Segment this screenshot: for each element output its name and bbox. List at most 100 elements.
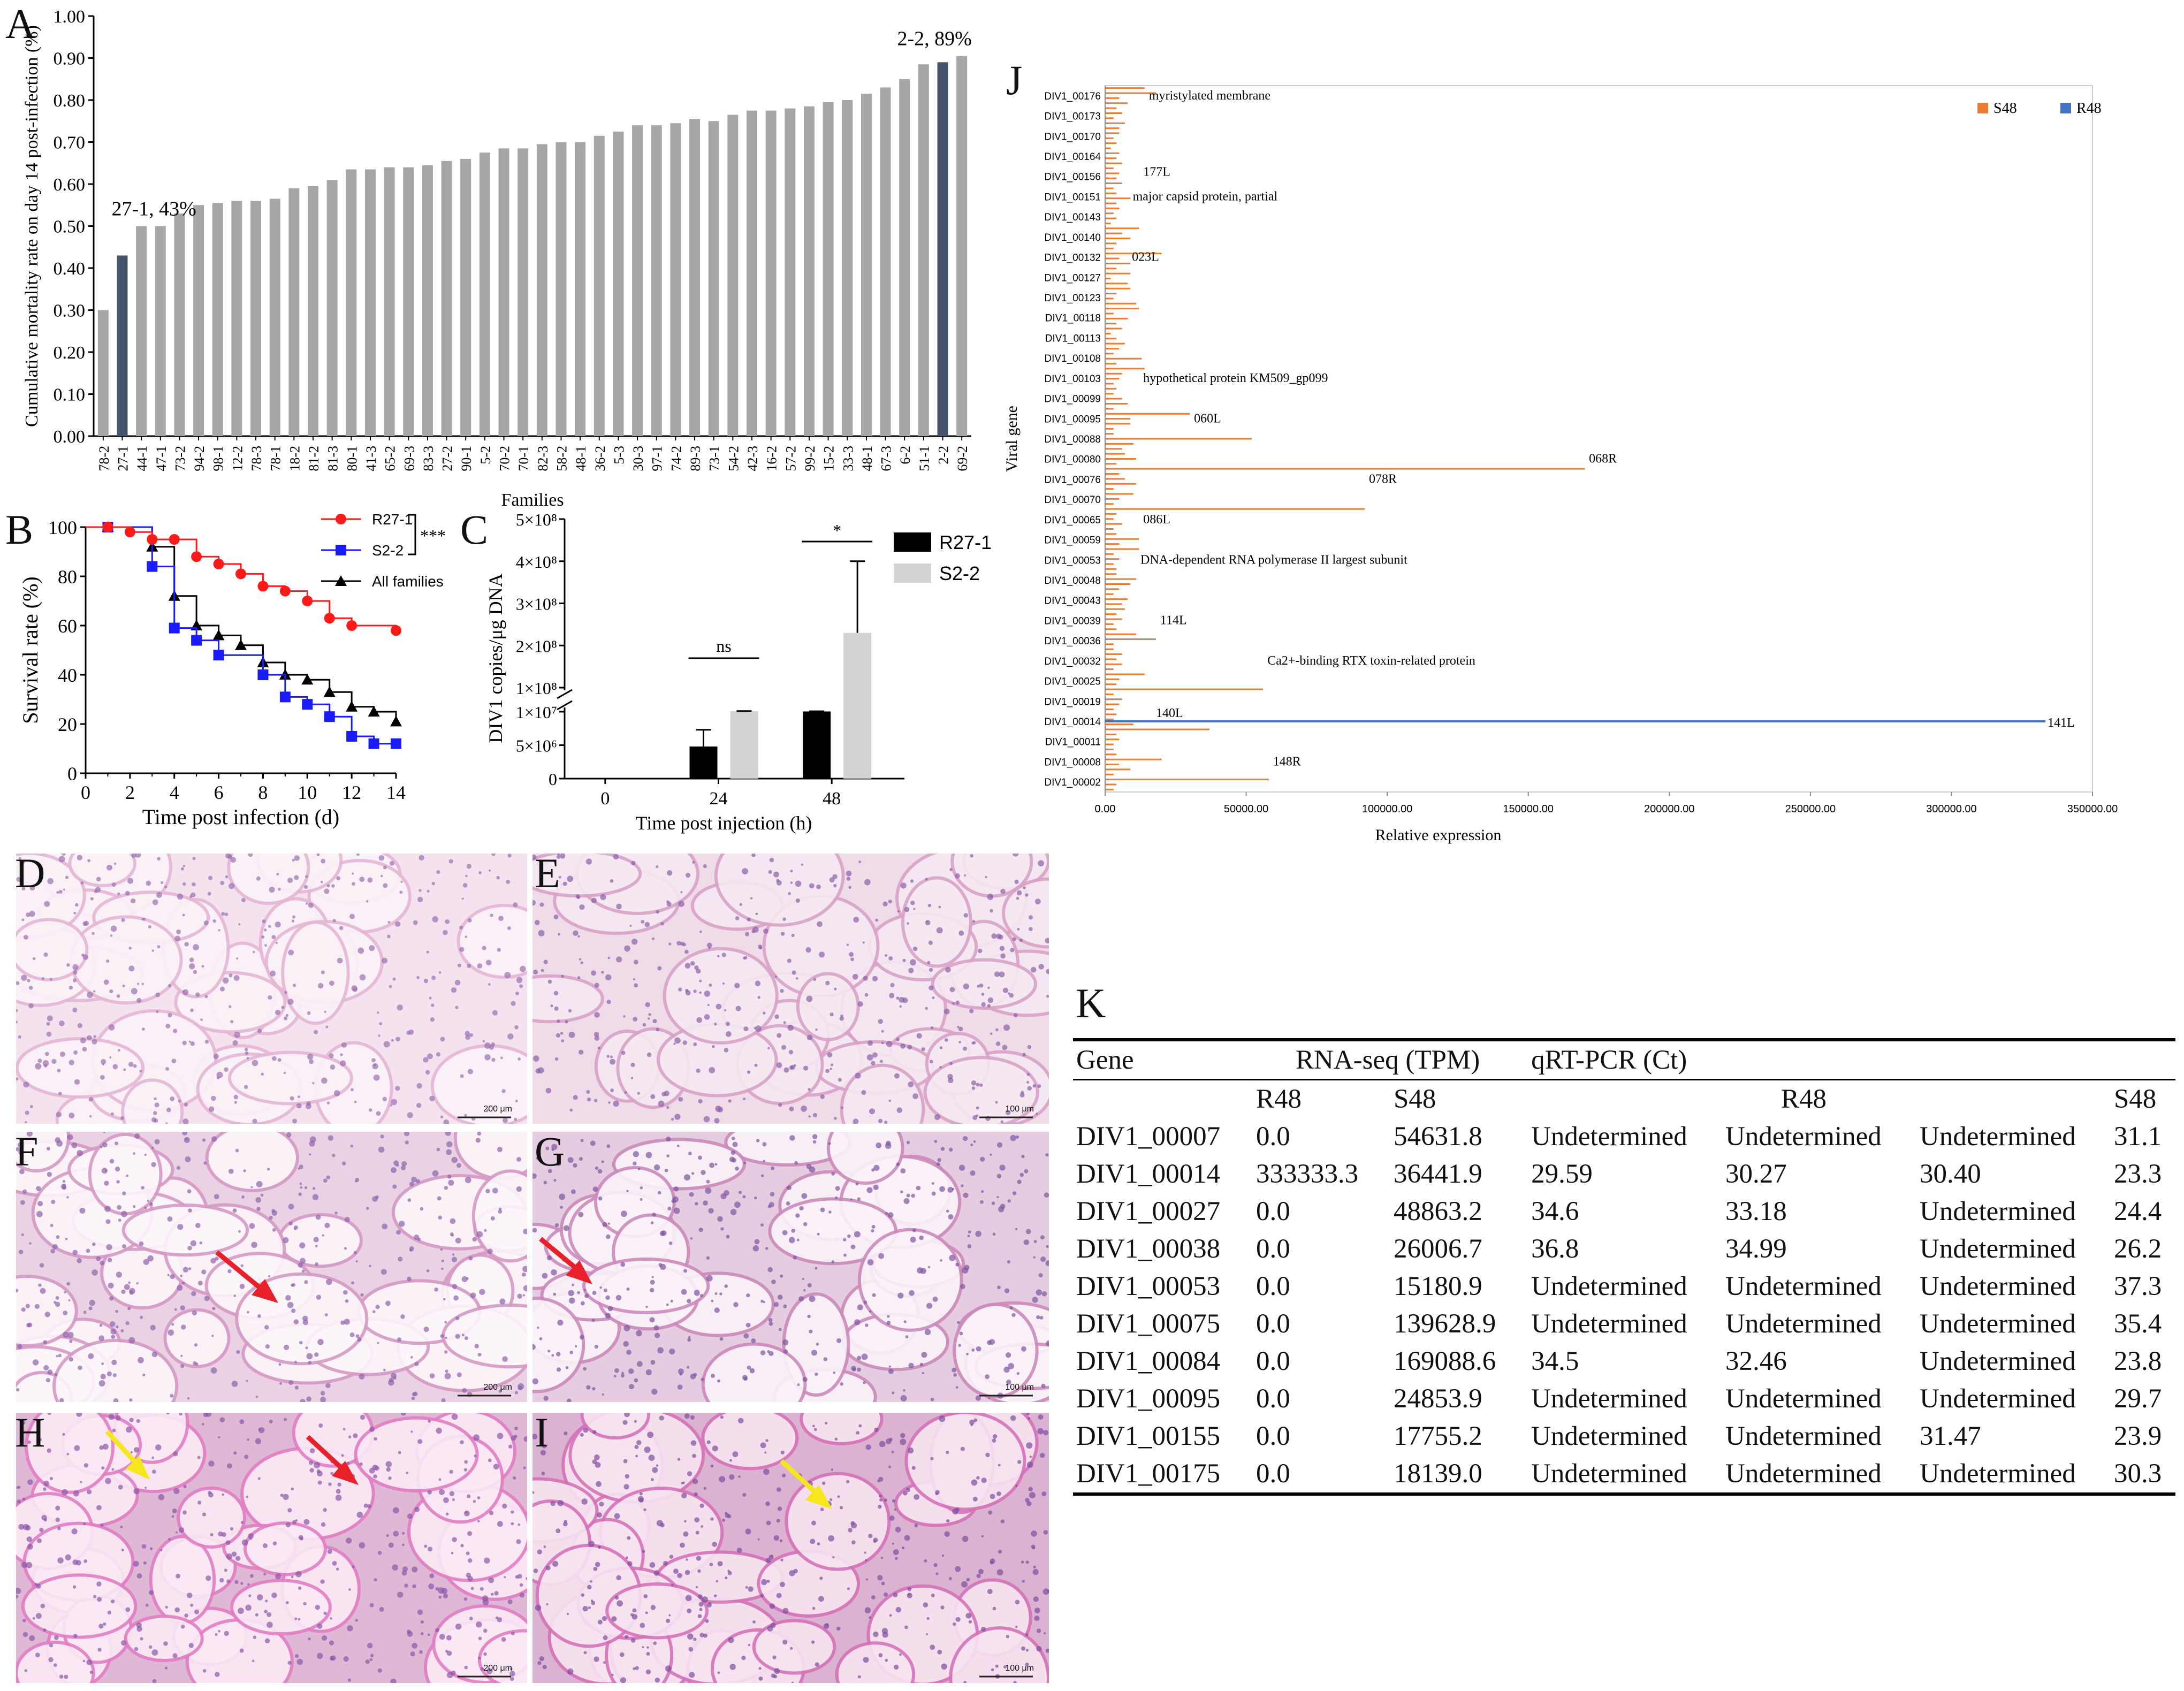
nucleus — [545, 1565, 551, 1571]
nucleus — [248, 1533, 254, 1539]
annotation-label: hypothetical protein KM509_gp099 — [1143, 371, 1328, 385]
y-axis-title: DIV1 copies/μg DNA — [485, 573, 506, 743]
nucleus — [197, 1456, 201, 1459]
nucleus — [943, 1008, 950, 1015]
scale-bar-label-g: 100 μm — [1005, 1383, 1034, 1392]
gene-label: DIV1_00076 — [1044, 474, 1101, 485]
nucleus — [835, 1196, 838, 1199]
nucleus — [116, 1325, 119, 1329]
nucleus — [1026, 1080, 1030, 1084]
nucleus — [265, 1599, 268, 1603]
nucleus — [482, 1040, 485, 1043]
nucleus — [782, 917, 786, 921]
nucleus — [684, 1520, 687, 1523]
table-cell: 26.2 — [2113, 1234, 2162, 1264]
nucleus — [271, 1210, 277, 1216]
nucleus — [22, 1497, 26, 1501]
nucleus — [671, 1117, 674, 1121]
nucleus — [279, 1382, 283, 1385]
bar-S2-2-48 — [843, 633, 872, 779]
nucleus — [444, 1350, 448, 1354]
nucleus — [537, 1661, 542, 1665]
significance-bracket — [408, 514, 416, 555]
nucleus — [687, 1299, 691, 1304]
nucleus — [757, 996, 760, 999]
nucleus — [1029, 1456, 1032, 1458]
nucleus — [468, 1558, 473, 1563]
nucleus — [625, 1635, 629, 1639]
nucleus — [108, 1282, 114, 1289]
nucleus — [971, 1080, 977, 1086]
nucleus — [608, 1101, 611, 1104]
nucleus — [768, 1317, 773, 1322]
nucleus — [971, 1479, 978, 1486]
nucleus — [931, 1191, 936, 1196]
nucleus — [599, 1502, 604, 1507]
nucleus — [999, 946, 1005, 951]
nucleus — [677, 1384, 683, 1390]
tubule — [582, 1257, 710, 1314]
nucleus — [668, 942, 672, 946]
x-tick-label: 98-1 — [211, 446, 226, 471]
nucleus — [107, 1258, 112, 1262]
tubule — [949, 1626, 1049, 1683]
nucleus — [329, 1640, 334, 1646]
nucleus — [299, 1164, 303, 1169]
nucleus — [597, 1512, 603, 1518]
nucleus — [278, 888, 281, 891]
nucleus — [627, 1536, 631, 1540]
table-cell: 32.46 — [1725, 1346, 1787, 1376]
nucleus — [1043, 1529, 1048, 1535]
annotation-label: 023L — [1132, 250, 1159, 264]
nucleus — [69, 1339, 73, 1343]
nucleus — [321, 970, 325, 974]
nucleus — [110, 1328, 117, 1335]
nucleus — [120, 1329, 124, 1332]
nucleus — [944, 1531, 950, 1537]
nucleus — [341, 1042, 347, 1048]
y-axis-title: Viral gene — [1003, 406, 1021, 472]
y-tick-label: 1×10⁸ — [516, 679, 557, 698]
nucleus — [504, 972, 511, 979]
nucleus — [756, 1139, 760, 1142]
annotation-label: 148R — [1273, 755, 1301, 768]
annotation-label: 114L — [1160, 613, 1187, 627]
nucleus — [443, 930, 448, 935]
nucleus — [192, 1310, 197, 1316]
nucleus — [695, 1202, 698, 1206]
nucleus — [407, 1276, 412, 1282]
nucleus — [207, 892, 211, 896]
nucleus — [904, 907, 910, 912]
nucleus — [92, 932, 95, 935]
nucleus — [1032, 1546, 1036, 1550]
nucleus — [873, 1540, 877, 1543]
nucleus — [113, 862, 117, 865]
nucleus — [894, 1508, 896, 1511]
nucleus — [574, 1345, 577, 1347]
nucleus — [863, 1381, 866, 1384]
nucleus — [101, 1466, 105, 1470]
nucleus — [465, 1511, 468, 1514]
nucleus — [253, 1635, 257, 1639]
x-tick-label: 5-3 — [611, 446, 627, 464]
nucleus — [958, 930, 964, 936]
nucleus — [857, 1001, 863, 1007]
nucleus — [261, 1193, 264, 1197]
nucleus — [355, 1334, 360, 1338]
nucleus — [957, 1321, 960, 1324]
nucleus — [777, 1487, 781, 1492]
nucleus — [258, 1428, 261, 1431]
nucleus — [791, 933, 795, 937]
panel-label-h: H — [16, 1413, 45, 1456]
nucleus — [699, 1608, 703, 1611]
nucleus — [511, 1510, 514, 1514]
nucleus — [226, 1579, 231, 1583]
nucleus — [699, 979, 702, 982]
nucleus — [490, 1216, 495, 1221]
nucleus — [54, 1635, 59, 1640]
nucleus — [336, 1567, 339, 1571]
bar-41-3 — [364, 169, 376, 436]
nucleus — [941, 1554, 945, 1557]
nucleus — [619, 1652, 625, 1657]
nucleus — [418, 889, 422, 892]
